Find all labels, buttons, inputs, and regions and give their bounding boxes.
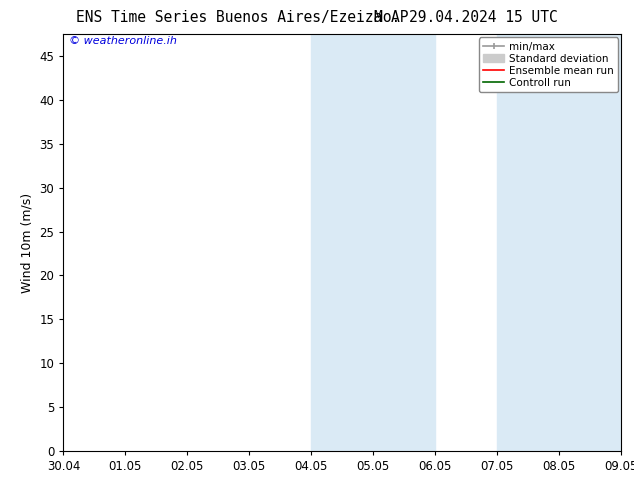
Text: ENS Time Series Buenos Aires/Ezeiza AP: ENS Time Series Buenos Aires/Ezeiza AP xyxy=(76,10,408,25)
Y-axis label: Wind 10m (m/s): Wind 10m (m/s) xyxy=(21,193,34,293)
Bar xyxy=(342,34,436,451)
Bar xyxy=(528,34,621,451)
Text: © weatheronline.ih: © weatheronline.ih xyxy=(69,36,177,47)
Bar xyxy=(311,34,342,451)
Text: Mo. 29.04.2024 15 UTC: Mo. 29.04.2024 15 UTC xyxy=(374,10,558,25)
Bar xyxy=(497,34,528,451)
Legend: min/max, Standard deviation, Ensemble mean run, Controll run: min/max, Standard deviation, Ensemble me… xyxy=(479,37,618,92)
